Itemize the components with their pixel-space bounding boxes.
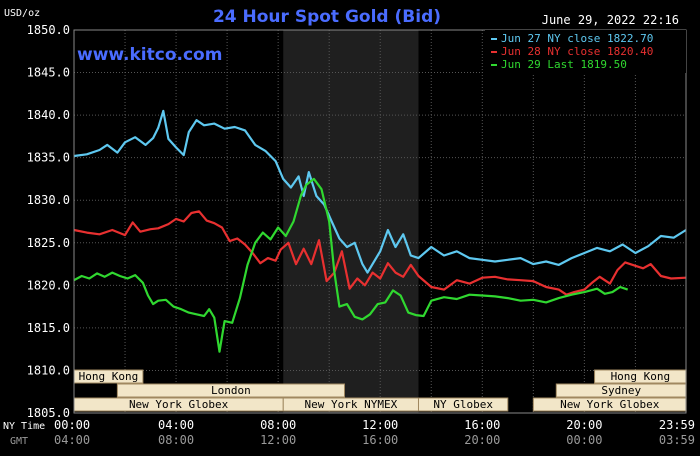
session-label-7: New York Globex bbox=[560, 398, 660, 411]
series-lines bbox=[73, 109, 687, 353]
unit-label: USD/oz bbox=[4, 8, 40, 19]
y-tick-label-2: 1815.0 bbox=[27, 321, 70, 335]
legend-label-1: Jun 28 NY close 1820.40 bbox=[501, 45, 653, 58]
x-tick-gmt-0: 04:00 bbox=[54, 433, 90, 447]
x-tick-ny-5: 20:00 bbox=[566, 418, 602, 432]
y-axis: 1805.0 1810.0 1815.0 1820.0 1825.0 1830.0 1835… bbox=[27, 23, 70, 420]
x-tick-gmt-6: 03:59 bbox=[659, 433, 695, 447]
series-line-0 bbox=[73, 109, 687, 274]
x-tick-ny-4: 16:00 bbox=[464, 418, 500, 432]
y-tick-label-6: 1835.0 bbox=[27, 151, 70, 165]
shaded-region bbox=[283, 30, 419, 413]
plot-border bbox=[73, 29, 687, 414]
y-tick-label-1: 1810.0 bbox=[27, 363, 70, 377]
x-tick-ny-1: 04:00 bbox=[158, 418, 194, 432]
y-tick-label-4: 1825.0 bbox=[27, 236, 70, 250]
session-label-5: New York NYMEX bbox=[305, 398, 398, 411]
nymex-shade bbox=[283, 30, 419, 413]
series-line-2 bbox=[73, 177, 629, 353]
session-bar-6 bbox=[417, 397, 509, 412]
session-label-0: Hong Kong bbox=[79, 370, 139, 383]
session-bar-2 bbox=[116, 383, 345, 398]
session-label-3: Sydney bbox=[601, 384, 641, 397]
y-tick-label-5: 1830.0 bbox=[27, 193, 70, 207]
x-tick-ny-6: 23:59 bbox=[659, 418, 695, 432]
x-tick-gmt-4: 20:00 bbox=[464, 433, 500, 447]
y-tick-label-8: 1845.0 bbox=[27, 66, 70, 80]
x-tick-gmt-1: 08:00 bbox=[158, 433, 194, 447]
x-tick-gmt-5: 00:00 bbox=[566, 433, 602, 447]
x-axis: NY Time GMT 00:0004:0004:0008:0008:0012:… bbox=[3, 418, 695, 447]
session-label-1: Hong Kong bbox=[611, 370, 671, 383]
legend-box bbox=[485, 30, 686, 73]
chart-title: 24 Hour Spot Gold (Bid) bbox=[213, 7, 441, 27]
series-line-1 bbox=[73, 210, 687, 296]
timestamp: June 29, 2022 22:16 bbox=[542, 13, 679, 27]
legend-label-2: Jun 29 Last 1819.50 bbox=[501, 58, 627, 71]
y-tick-label-9: 1850.0 bbox=[27, 23, 70, 37]
x-tick-gmt-2: 12:00 bbox=[260, 433, 296, 447]
x-tick-ny-0: 00:00 bbox=[54, 418, 90, 432]
ny-time-label: NY Time bbox=[3, 421, 45, 432]
x-tick-ny-3: 12:00 bbox=[362, 418, 398, 432]
watermark: www.kitco.com bbox=[77, 45, 222, 65]
gmt-label: GMT bbox=[10, 436, 28, 447]
legend-label-0: Jun 27 NY close 1822.70 bbox=[501, 32, 653, 45]
y-tick-label-7: 1840.0 bbox=[27, 108, 70, 122]
x-tick-gmt-3: 16:00 bbox=[362, 433, 398, 447]
y-tick-label-3: 1820.0 bbox=[27, 278, 70, 292]
x-tick-ny-2: 08:00 bbox=[260, 418, 296, 432]
y-tick-label-0: 1805.0 bbox=[27, 406, 70, 420]
session-label-2: London bbox=[211, 384, 251, 397]
session-label-4: New York Globex bbox=[129, 398, 229, 411]
session-label-6: NY Globex bbox=[433, 398, 493, 411]
